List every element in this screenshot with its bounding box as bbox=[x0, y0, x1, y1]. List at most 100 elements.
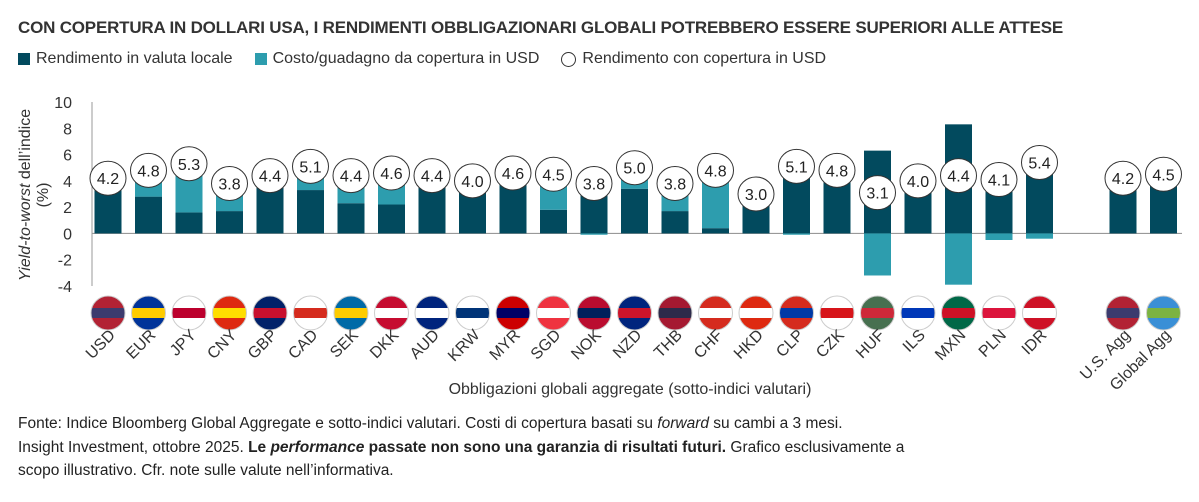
flag-band bbox=[374, 308, 409, 318]
x-tick-label: DKK bbox=[367, 327, 403, 363]
flag-border bbox=[212, 295, 247, 331]
data-label: 3.8 bbox=[218, 176, 240, 193]
flag-icon-eur bbox=[131, 296, 166, 330]
svg-text:Yield-to-worst dell’indice: Yield-to-worst dell’indice bbox=[17, 109, 34, 281]
chart-title: CON COPERTURA IN DOLLARI USA, I RENDIMEN… bbox=[18, 18, 1064, 37]
flag-icon-globalagg bbox=[1146, 296, 1181, 330]
legend-label-total: Rendimento con copertura in USD bbox=[582, 50, 827, 67]
total-marker bbox=[251, 158, 289, 194]
data-label: 4.2 bbox=[1112, 171, 1134, 188]
legend-total: Rendimento con copertura in USD bbox=[561, 50, 826, 68]
x-tick-label: NZD bbox=[610, 327, 645, 362]
flag-icon-gbp bbox=[253, 296, 287, 330]
data-label: 4.4 bbox=[259, 169, 281, 186]
flag-icon-pln bbox=[982, 296, 1016, 330]
flag-band bbox=[698, 308, 733, 318]
flag-icon-nzd bbox=[617, 296, 652, 330]
total-marker bbox=[535, 156, 572, 192]
flag-band bbox=[577, 308, 611, 318]
total-marker bbox=[373, 155, 410, 191]
flag-icon-idr bbox=[1022, 296, 1057, 330]
total-marker bbox=[616, 150, 653, 186]
flag-icon-huf bbox=[860, 296, 895, 330]
data-label: 4.8 bbox=[137, 163, 159, 180]
legend-local: Rendimento in valuta locale bbox=[18, 50, 233, 68]
data-label: 4.8 bbox=[826, 163, 848, 180]
flag-icon-thb bbox=[658, 296, 692, 330]
flag-border bbox=[698, 295, 733, 331]
x-tick-label: CHF bbox=[691, 327, 726, 362]
legend-swatch-hedge bbox=[254, 53, 267, 65]
data-label: 5.1 bbox=[785, 159, 807, 176]
legend-label-local: Rendimento in valuta locale bbox=[36, 50, 233, 67]
total-marker bbox=[89, 160, 127, 196]
flag-band bbox=[91, 308, 125, 318]
total-marker bbox=[737, 176, 775, 212]
total-marker bbox=[494, 155, 532, 191]
footnote-line1-end: su cambi a 3 mesi. bbox=[708, 415, 843, 432]
flag-border bbox=[374, 295, 409, 331]
flag-icon-sek bbox=[334, 296, 368, 330]
data-label: 5.4 bbox=[1028, 155, 1050, 172]
total-marker bbox=[899, 163, 937, 199]
y-tick-label: 6 bbox=[63, 148, 72, 165]
flag-border bbox=[455, 295, 490, 331]
bar-hedge bbox=[1026, 233, 1053, 239]
total-marker bbox=[818, 152, 856, 188]
x-tick-label: HUF bbox=[853, 327, 888, 362]
x-tick-label: USD bbox=[83, 327, 119, 363]
x-tick-label: CNY bbox=[204, 327, 240, 363]
flag-border bbox=[333, 295, 369, 331]
x-tick-label: AUD bbox=[407, 327, 443, 363]
flag-icon-dkk bbox=[374, 296, 409, 330]
x-tick-label: MXN bbox=[932, 327, 969, 364]
bar-local bbox=[621, 188, 648, 234]
flag-border bbox=[576, 295, 612, 331]
flag-border bbox=[860, 295, 895, 331]
data-label: 4.4 bbox=[947, 169, 969, 186]
flag-border bbox=[981, 295, 1017, 331]
flag-border bbox=[1146, 295, 1181, 331]
data-label: 4.0 bbox=[907, 174, 929, 191]
flag-band bbox=[779, 308, 814, 318]
total-marker bbox=[1145, 156, 1182, 192]
flag-icon-mxn bbox=[941, 296, 976, 330]
total-marker bbox=[413, 158, 451, 194]
x-tick-label: THB bbox=[651, 327, 686, 362]
bar-local bbox=[175, 212, 203, 234]
flag-band bbox=[172, 308, 206, 318]
legend-label-hedge: Costo/guadagno da copertura in USD bbox=[272, 50, 540, 67]
total-marker bbox=[980, 162, 1018, 198]
flag-border bbox=[779, 295, 814, 331]
total-marker bbox=[130, 152, 167, 188]
bar-local bbox=[216, 211, 243, 234]
bar-local bbox=[337, 203, 365, 234]
y-tick-label: -4 bbox=[58, 279, 72, 296]
legend: Rendimento in valuta locale Costo/guadag… bbox=[18, 50, 826, 68]
bar-local bbox=[135, 196, 162, 234]
data-label: 3.8 bbox=[664, 176, 686, 193]
total-marker bbox=[1021, 144, 1058, 180]
footnote-line2-end: Grafico esclusivamente a bbox=[726, 438, 905, 456]
y-tick-label: 2 bbox=[63, 200, 72, 217]
data-label: 4.4 bbox=[421, 169, 443, 186]
total-marker bbox=[170, 146, 208, 182]
total-marker bbox=[454, 163, 491, 199]
flag-border bbox=[90, 295, 126, 331]
footnote-line1: Fonte: Indice Bloomberg Global Aggregate… bbox=[18, 415, 658, 432]
flag-band bbox=[496, 308, 530, 318]
data-label: 4.4 bbox=[340, 169, 362, 186]
flag-band bbox=[860, 308, 895, 318]
x-tick-label: EUR bbox=[123, 327, 159, 363]
flag-band bbox=[658, 308, 692, 318]
data-label: 4.6 bbox=[380, 166, 402, 183]
total-marker bbox=[211, 165, 248, 201]
data-label: 3.8 bbox=[583, 176, 605, 193]
data-label: 5.1 bbox=[299, 159, 321, 176]
flag-border bbox=[900, 295, 936, 331]
bar-hedge bbox=[783, 233, 810, 235]
x-tick-label: SGD bbox=[528, 327, 565, 364]
total-marker bbox=[332, 158, 370, 194]
flag-band bbox=[1022, 308, 1057, 318]
legend-swatch-local bbox=[18, 53, 30, 65]
